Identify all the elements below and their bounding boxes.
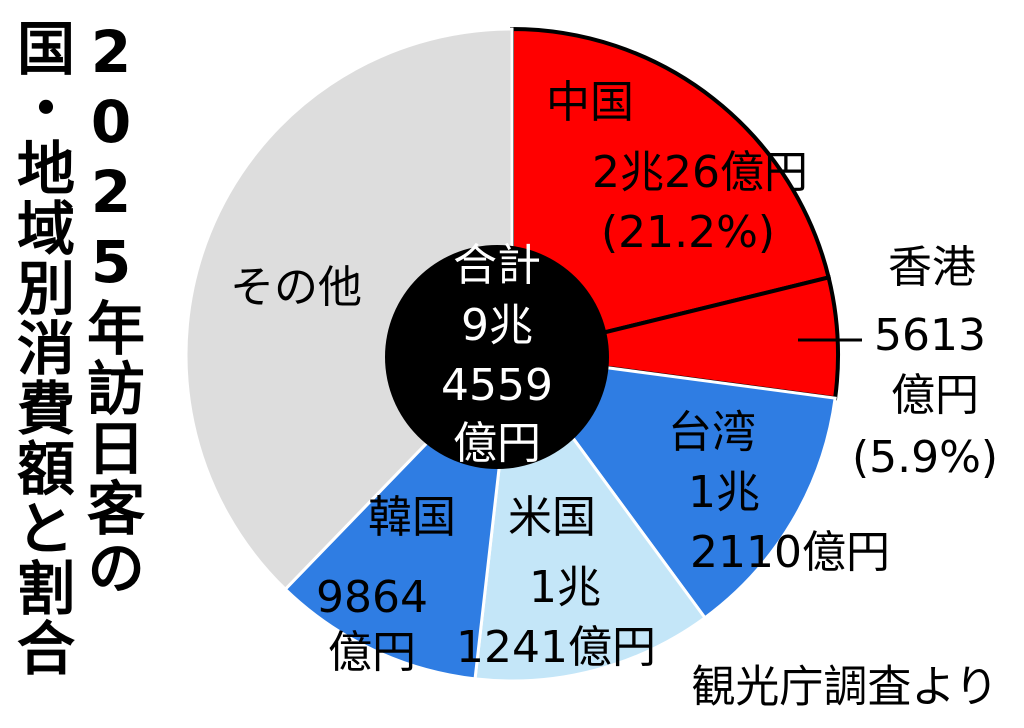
value-label: 5613 [874, 310, 986, 361]
value-label: (21.2%) [601, 207, 775, 258]
category-label: 香港 [888, 242, 976, 293]
center-disc [385, 245, 609, 469]
value-label: 9864 [316, 572, 428, 623]
title-line: 国・地域別消費額と割合 [7, 18, 75, 678]
value-label: 2110億円 [690, 527, 890, 578]
category-label: 韓国 [368, 492, 456, 543]
pie-slice [510, 26, 832, 358]
pie-slice [511, 275, 840, 401]
center-label: 億円 [453, 418, 541, 469]
pie-slice [184, 27, 514, 592]
pie-slice [508, 353, 837, 620]
value-label: 2兆26億円 [592, 147, 808, 198]
value-label: 億円 [328, 627, 416, 678]
value-label: 1兆 [688, 467, 760, 518]
value-label: (5.9%) [852, 432, 998, 483]
center-label: 4559 [441, 360, 553, 411]
value-label: 1241億円 [456, 622, 656, 673]
category-label: 中国 [546, 77, 634, 128]
center-label: 9兆 [461, 300, 533, 351]
category-label: その他 [230, 262, 362, 313]
category-label: 台湾 [668, 407, 756, 458]
center-label: 合計 [453, 240, 541, 291]
source-note: 観光庁調査より [691, 662, 998, 713]
value-label: 1兆 [529, 562, 601, 613]
category-label: 米国 [508, 492, 596, 543]
title-line: 2025年訪日客の [77, 18, 145, 598]
value-label: 億円 [891, 370, 979, 421]
